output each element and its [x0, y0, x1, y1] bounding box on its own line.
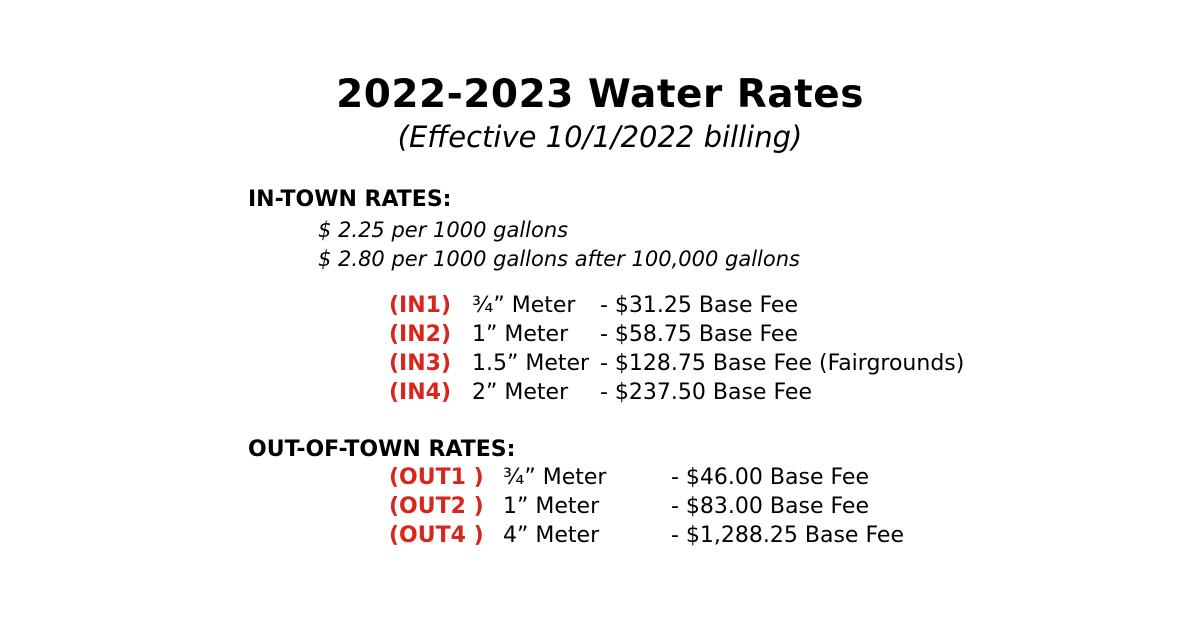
rate-code: (IN4) — [389, 380, 452, 405]
meter-size: 4” Meter — [503, 523, 600, 548]
rate-code: (OUT4 ) — [389, 523, 484, 548]
rate-code: (IN1) — [389, 293, 452, 318]
base-fee: - $83.00 Base Fee — [671, 494, 869, 519]
base-fee: - $128.75 Base Fee (Fairgrounds) — [600, 351, 965, 376]
base-fee: - $1,288.25 Base Fee — [671, 523, 904, 548]
base-fee: - $31.25 Base Fee — [600, 293, 798, 318]
rate-code: (IN2) — [389, 322, 452, 347]
rate-code: (IN3) — [389, 351, 452, 376]
meter-size: 1.5” Meter — [472, 351, 590, 376]
rate-code: (OUT2 ) — [389, 494, 484, 519]
effective-date-subtitle: (Effective 10/1/2022 billing) — [397, 120, 803, 154]
page-title: 2022-2023 Water Rates — [336, 72, 864, 117]
in-town-heading: IN-TOWN RATES: — [248, 187, 452, 212]
meter-size: 1” Meter — [472, 322, 569, 347]
in-town-usage-rate-2: $ 2.80 per 1000 gallons after 100,000 ga… — [318, 247, 800, 271]
meter-size: ¾” Meter — [472, 293, 576, 318]
base-fee: - $237.50 Base Fee — [600, 380, 812, 405]
base-fee: - $58.75 Base Fee — [600, 322, 798, 347]
meter-size: 2” Meter — [472, 380, 569, 405]
out-of-town-heading: OUT-OF-TOWN RATES: — [248, 437, 516, 462]
rate-code: (OUT1 ) — [389, 465, 484, 490]
meter-size: ¾” Meter — [503, 465, 607, 490]
meter-size: 1” Meter — [503, 494, 600, 519]
in-town-usage-rate-1: $ 2.25 per 1000 gallons — [318, 218, 569, 242]
base-fee: - $46.00 Base Fee — [671, 465, 869, 490]
